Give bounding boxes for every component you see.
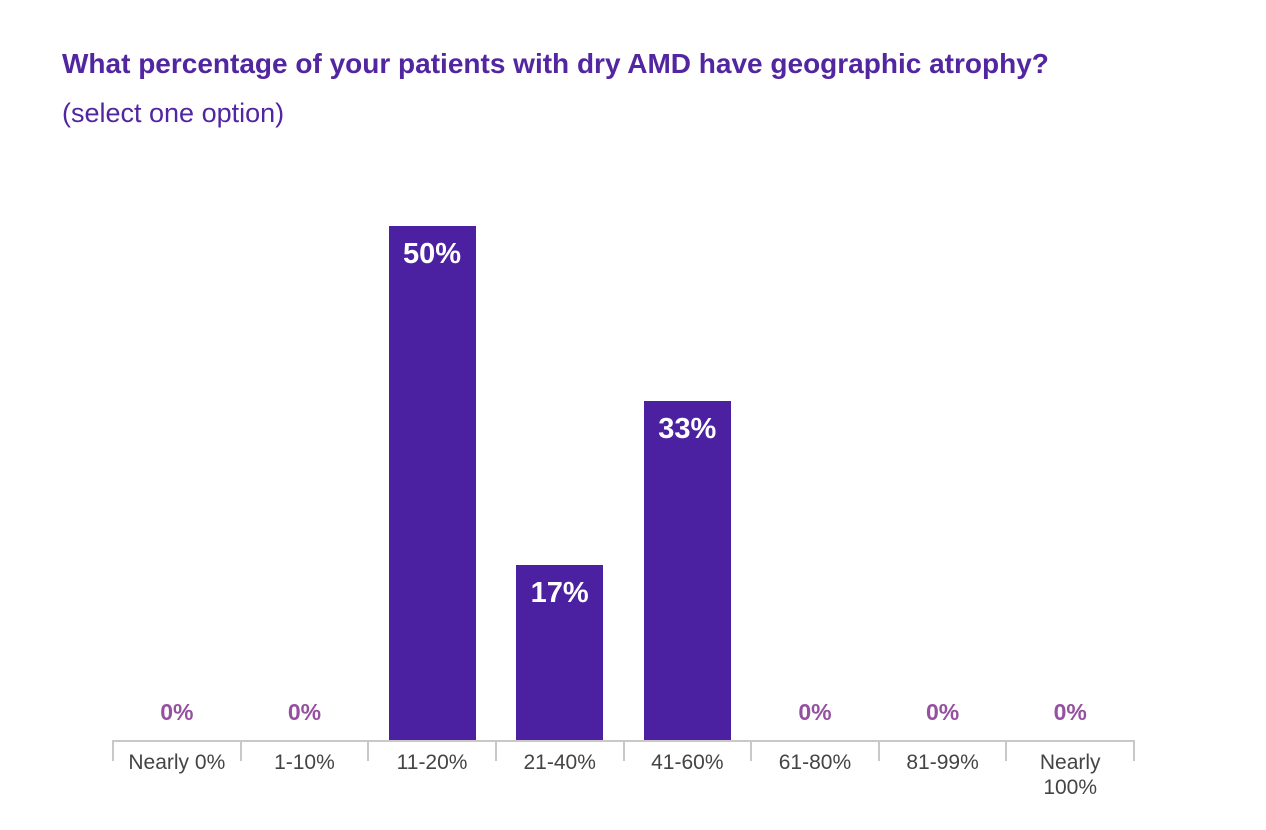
- x-axis-tick: [750, 740, 753, 761]
- question-subtitle: (select one option): [62, 98, 285, 128]
- category-label: Nearly 100%: [1039, 751, 1101, 799]
- category-label: 21-40%: [523, 751, 596, 774]
- zero-value-label: 0%: [160, 699, 194, 725]
- x-axis-tick: [1005, 740, 1008, 761]
- bar-value-label: 33%: [658, 413, 717, 445]
- x-axis-tick: [367, 740, 370, 761]
- bar: 50%: [388, 226, 476, 740]
- x-axis-tick: [239, 740, 242, 761]
- category-label: 81-99%: [906, 751, 979, 774]
- zero-value-label: 0%: [287, 699, 322, 725]
- bar-value-label: 17%: [530, 577, 589, 609]
- bar: 33%: [643, 401, 731, 740]
- x-axis-tick: [112, 740, 114, 761]
- zero-value-label: 0%: [798, 699, 832, 725]
- zero-value-label: 0%: [925, 699, 960, 725]
- x-axis-tick: [877, 740, 880, 761]
- zero-value-label: 0%: [1053, 699, 1087, 725]
- category-label: 61-80%: [778, 751, 852, 774]
- category-label: 41-60%: [651, 751, 724, 774]
- x-axis-tick: [494, 740, 497, 761]
- question-title: What percentage of your patients with dr…: [62, 48, 1049, 79]
- category-label: 1-10%: [274, 751, 335, 774]
- x-axis-tick: [1133, 740, 1135, 761]
- bar: 17%: [516, 565, 604, 740]
- category-label: 11-20%: [396, 751, 468, 774]
- x-axis-tick: [622, 740, 625, 761]
- category-label: Nearly 0%: [128, 751, 226, 774]
- bar-value-label: 50%: [403, 238, 462, 270]
